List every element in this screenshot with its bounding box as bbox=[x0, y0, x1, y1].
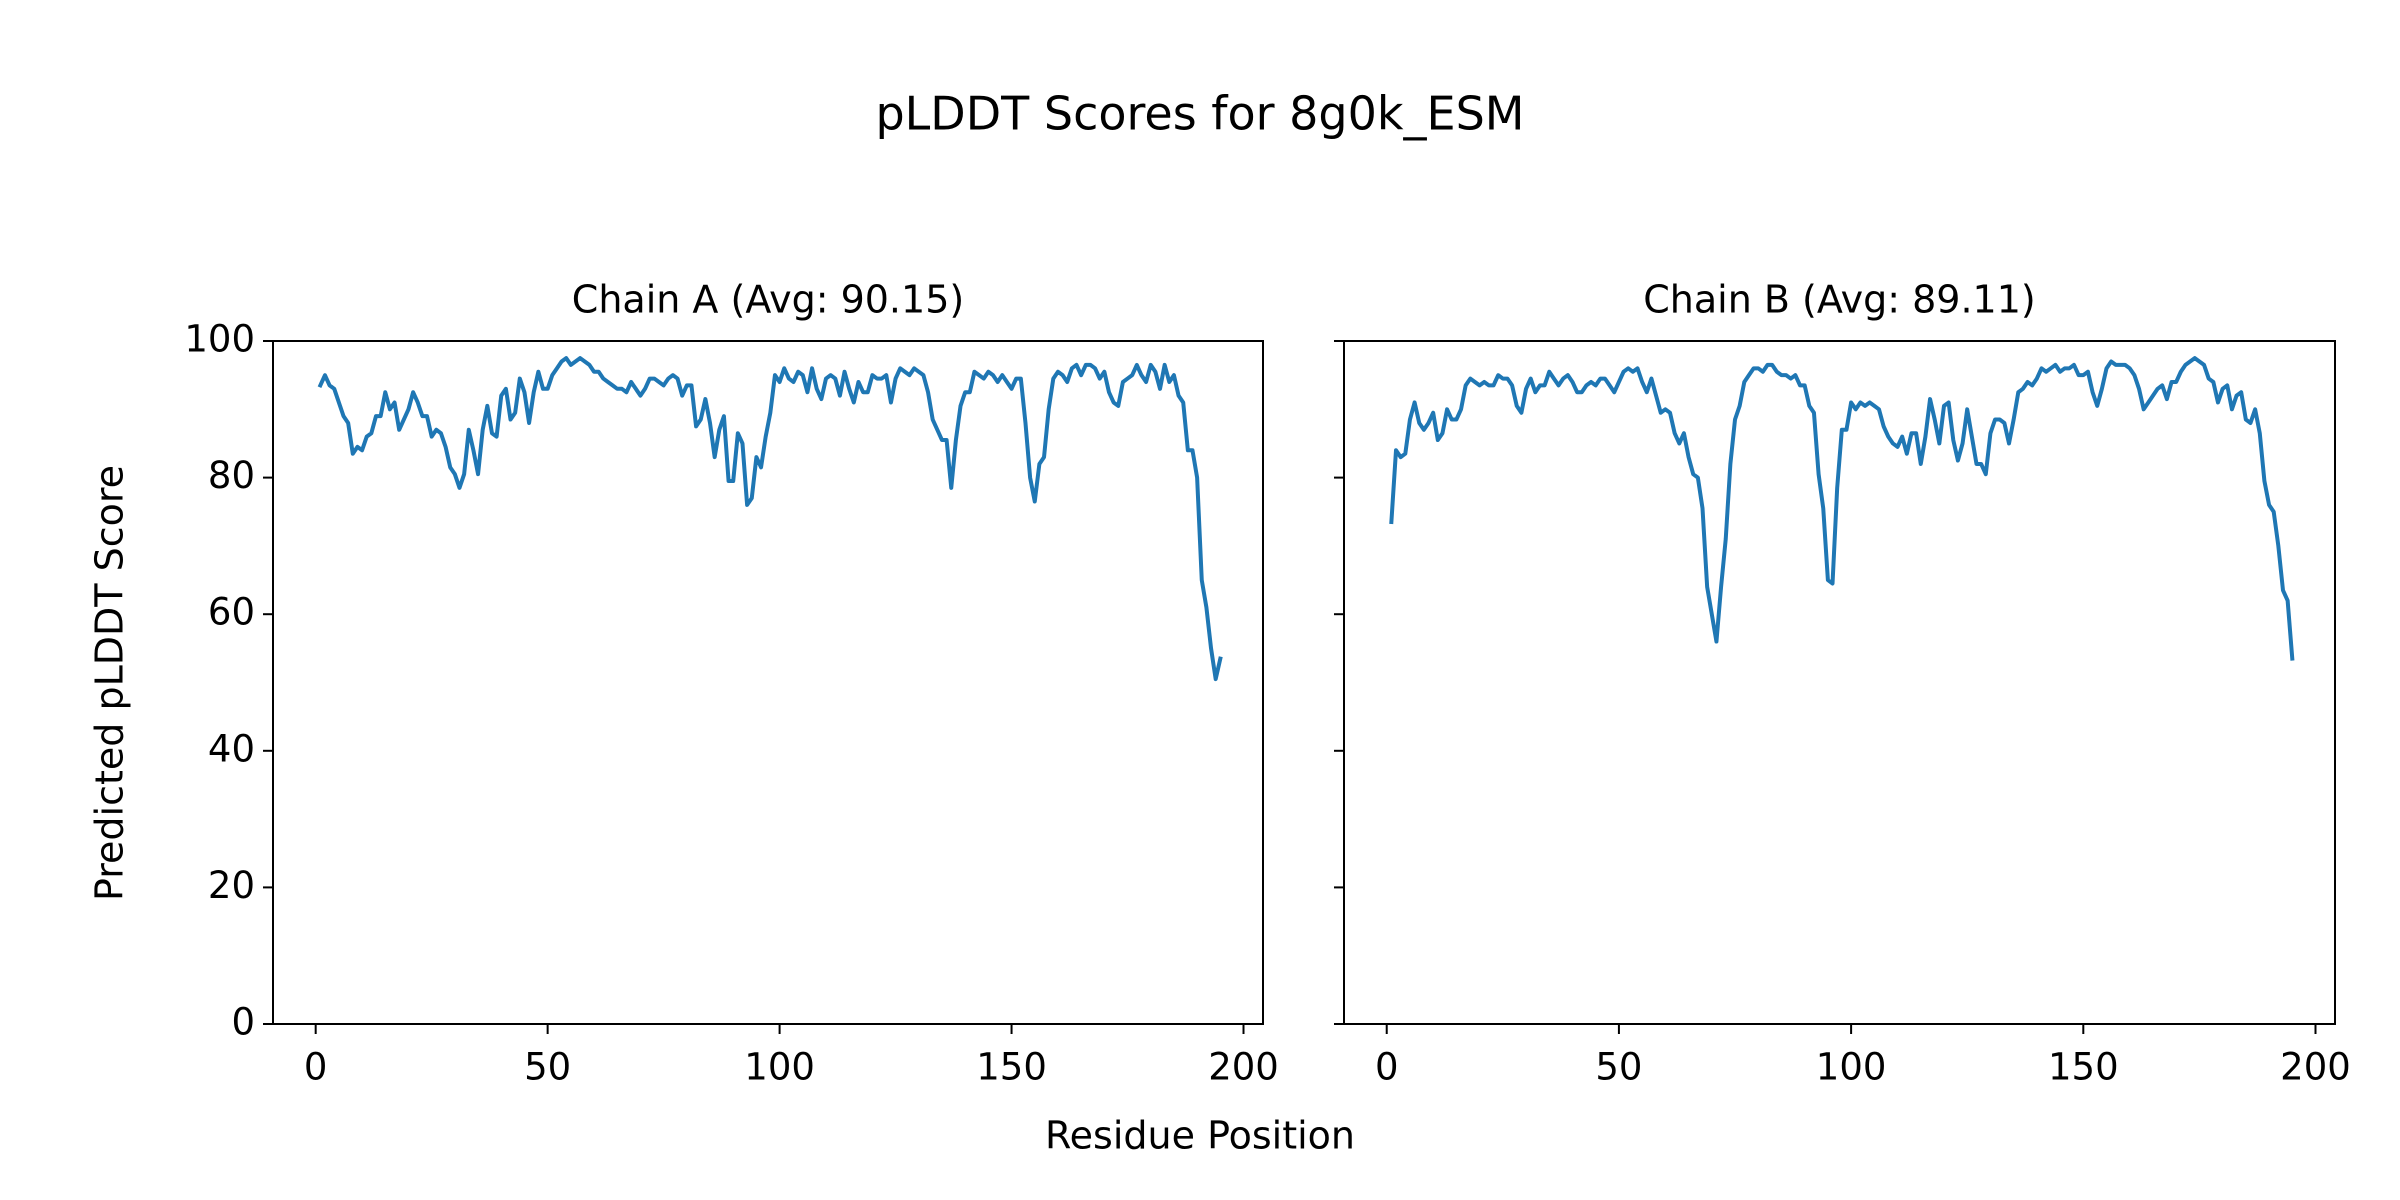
axes-frame bbox=[272, 340, 1264, 1025]
subplot-title: Chain A (Avg: 90.15) bbox=[572, 278, 964, 322]
x-tick-label: 50 bbox=[1595, 1046, 1642, 1089]
x-tick-label: 150 bbox=[2048, 1046, 2119, 1089]
y-tick-label: 80 bbox=[208, 454, 255, 497]
x-tick-label: 100 bbox=[744, 1046, 815, 1089]
subplot-title: Chain B (Avg: 89.11) bbox=[1643, 278, 2035, 322]
axes-frame bbox=[1343, 340, 2336, 1025]
data-line bbox=[317, 356, 1223, 682]
x-tick-label: 200 bbox=[1208, 1046, 1279, 1089]
figure-title: pLDDT Scores for 8g0k_ESM bbox=[875, 87, 1524, 141]
y-tick-label: 20 bbox=[208, 864, 255, 907]
x-tick-label: 0 bbox=[1375, 1046, 1399, 1089]
x-tick-label: 200 bbox=[2280, 1046, 2351, 1089]
x-tick-label: 150 bbox=[976, 1046, 1047, 1089]
y-tick-label: 60 bbox=[208, 591, 255, 634]
y-tick-label: 0 bbox=[231, 1001, 255, 1044]
data-line bbox=[1389, 356, 2295, 661]
x-tick-label: 100 bbox=[1816, 1046, 1887, 1089]
x-tick-label: 50 bbox=[524, 1046, 571, 1089]
y-tick-label: 100 bbox=[184, 318, 255, 361]
x-axis-label: Residue Position bbox=[1045, 1114, 1355, 1158]
x-tick-label: 0 bbox=[304, 1046, 328, 1089]
y-tick-label: 40 bbox=[208, 727, 255, 770]
y-axis-label: Predicted pLDDT Score bbox=[88, 465, 132, 901]
